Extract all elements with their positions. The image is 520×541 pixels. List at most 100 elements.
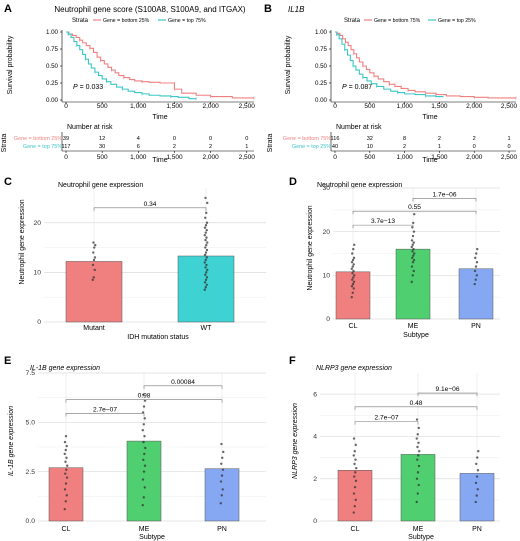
chart-marks: 0.000.250.500.751.000 500 1,000 1,500 2,000 2… <box>14 29 518 533</box>
risk-count: 39 <box>63 136 69 142</box>
risk-x-tick-label: 2,500 <box>239 154 256 161</box>
panel-letter: B <box>264 3 272 15</box>
x-axis-label: Time <box>422 114 437 121</box>
risk-x-tick-label: 0 <box>333 154 337 161</box>
data-point <box>93 246 96 249</box>
data-point <box>142 458 145 462</box>
legend-entry: Gene = bottom 25% <box>103 18 150 24</box>
data-point <box>412 258 416 262</box>
km-plot-b: 0.00 0.25 0.50 0.75 1.00 0 500 1,000 1,500 2,000 2… <box>283 29 518 161</box>
risk-count: 2 <box>473 136 476 142</box>
panel-title: NLRP3 gene expression <box>316 365 392 372</box>
data-point <box>474 278 477 281</box>
risk-x-tick-label: 500 <box>364 154 375 161</box>
data-point <box>66 464 69 467</box>
p-value-label: 9.1e−06 <box>435 386 459 393</box>
x-tick-label: 0 <box>333 103 337 110</box>
risk-count: 2 <box>403 144 406 150</box>
data-point <box>355 466 358 470</box>
data-point <box>416 445 419 449</box>
data-point <box>352 280 356 284</box>
category-label: Mutant <box>83 325 104 332</box>
data-point <box>203 226 207 229</box>
data-point <box>416 458 419 461</box>
data-point <box>354 443 357 447</box>
y-tick-label: 1.00 <box>315 29 328 36</box>
data-point <box>63 488 67 491</box>
y-tick-label: 7.5 <box>26 370 36 377</box>
data-point <box>474 256 477 260</box>
data-point <box>351 265 354 268</box>
bar-plot-d: 0 10 20 30 CL ME PN 3.7e−13 0.55 1.7e−06 <box>322 185 500 330</box>
data-point <box>352 269 355 273</box>
data-point <box>92 251 95 254</box>
y-tick-label: 30 <box>322 185 330 192</box>
data-point <box>417 483 420 487</box>
panel-b: B IL1B Strata Gene = bottom 75% Gene = t… <box>264 3 476 164</box>
y-tick-label: 0 <box>37 319 41 326</box>
bar-plot-f: 0 2 4 6 CL ME PN 2.7e−07 0.48 9.1e−06 <box>313 373 500 533</box>
y-tick-label: 0.00 <box>46 97 59 104</box>
risk-row-label: Gene = top 75% <box>23 144 62 150</box>
x-axis-label: IDH mutation status <box>127 334 189 341</box>
x-tick-label: 2,500 <box>501 103 518 110</box>
bar <box>337 470 373 522</box>
x-tick-label: 500 <box>364 103 375 110</box>
data-point <box>410 239 414 242</box>
p-value-label: 3.7e−13 <box>371 218 395 225</box>
data-point <box>206 268 209 272</box>
panel-c: C Neutrophil gene expression Neutrophil … <box>4 176 189 341</box>
data-point <box>413 213 416 216</box>
panel-title: IL-1B gene expression <box>30 365 100 372</box>
y-tick-label: 10 <box>322 273 330 280</box>
risk-x-tick-label: 1,000 <box>396 154 413 161</box>
y-tick-label: 0 <box>326 316 330 323</box>
risk-count: 2 <box>173 144 176 150</box>
bar <box>395 248 431 320</box>
data-point <box>206 241 209 244</box>
data-point <box>141 429 144 432</box>
data-point <box>205 256 208 259</box>
risk-count: 8 <box>403 136 406 142</box>
data-point <box>475 274 478 277</box>
y-tick-label: 0 <box>313 518 317 525</box>
p-value-label: 0.48 <box>410 400 423 407</box>
y-tick-label: 10 <box>33 270 41 277</box>
data-point <box>142 393 145 396</box>
data-point <box>477 450 480 453</box>
data-point <box>475 261 479 264</box>
data-point <box>352 437 356 440</box>
data-point <box>221 488 224 491</box>
data-point <box>354 471 357 474</box>
data-point <box>417 464 421 468</box>
data-point <box>351 291 354 294</box>
x-axis-label: Subtype <box>403 332 429 339</box>
data-point <box>411 256 414 260</box>
panel-d: D Neutrophil gene expression Neutrophil … <box>289 176 429 339</box>
data-point <box>352 263 355 266</box>
legend-entry: Gene = top 25% <box>438 18 476 24</box>
data-point <box>64 448 67 452</box>
data-point <box>476 247 479 251</box>
data-point <box>205 276 209 279</box>
data-point <box>219 502 222 505</box>
data-point <box>204 246 207 249</box>
x-tick-label: 1,500 <box>166 103 183 110</box>
data-point <box>475 252 478 255</box>
data-point <box>415 418 419 421</box>
data-point <box>412 241 415 244</box>
data-point <box>474 265 478 268</box>
data-point <box>91 278 94 282</box>
risk-y-label: Strata <box>1 134 8 153</box>
bar <box>48 467 84 522</box>
legend-entry: Gene = bottom 75% <box>374 18 421 24</box>
data-point <box>412 269 415 273</box>
panel-title: Neutrophil gene score (S100A8, S100A9, a… <box>54 5 246 14</box>
data-point <box>64 500 67 503</box>
p-value-label: 0.55 <box>408 204 421 211</box>
data-point <box>222 450 225 454</box>
y-tick-label: 20 <box>322 229 330 236</box>
data-point <box>64 472 67 475</box>
data-point <box>476 469 480 472</box>
data-point <box>204 231 207 234</box>
